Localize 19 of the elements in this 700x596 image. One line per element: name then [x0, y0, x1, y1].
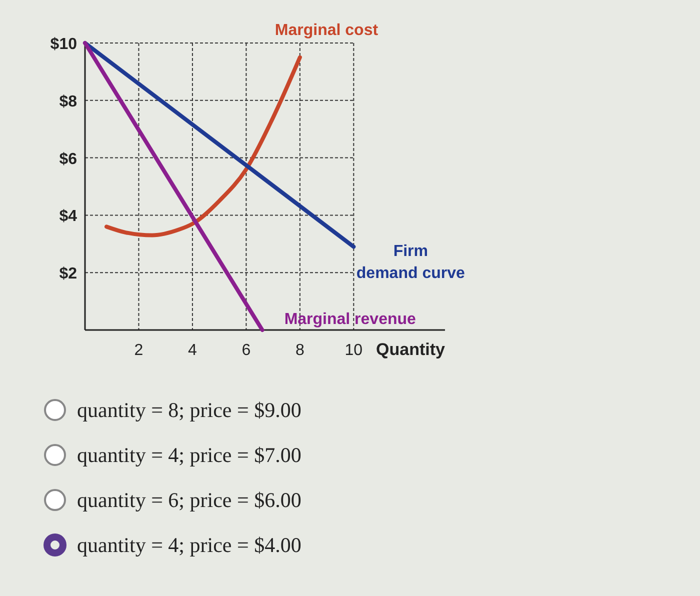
y-tick-label: $4 — [59, 208, 78, 226]
x-tick-label: 10 — [344, 342, 363, 359]
series-label: Marginal revenue — [284, 311, 416, 328]
y-tick-label: $10 — [50, 36, 78, 53]
x-tick-label: 4 — [188, 342, 198, 359]
text: quantity = 8; price = $9.00 — [77, 398, 302, 422]
x-axis-title: Quantity — [376, 340, 446, 359]
y-tick-label: $8 — [59, 93, 78, 110]
line-series — [104, 55, 302, 238]
text: quantity = 4; price = $7.00 — [77, 443, 302, 467]
series-label: Marginal cost — [274, 22, 379, 39]
y-tick-label: $2 — [59, 266, 78, 283]
y-tick-label: $6 — [59, 150, 78, 168]
text: quantity = 4; price = $4.00 — [77, 533, 302, 557]
x-tick-label: 2 — [134, 342, 144, 359]
x-tick-label: 6 — [242, 342, 251, 359]
text: quantity = 6; price = $6.00 — [77, 488, 302, 512]
x-tick-label: 8 — [295, 342, 304, 359]
series-label: Firm demand curve — [356, 242, 465, 282]
